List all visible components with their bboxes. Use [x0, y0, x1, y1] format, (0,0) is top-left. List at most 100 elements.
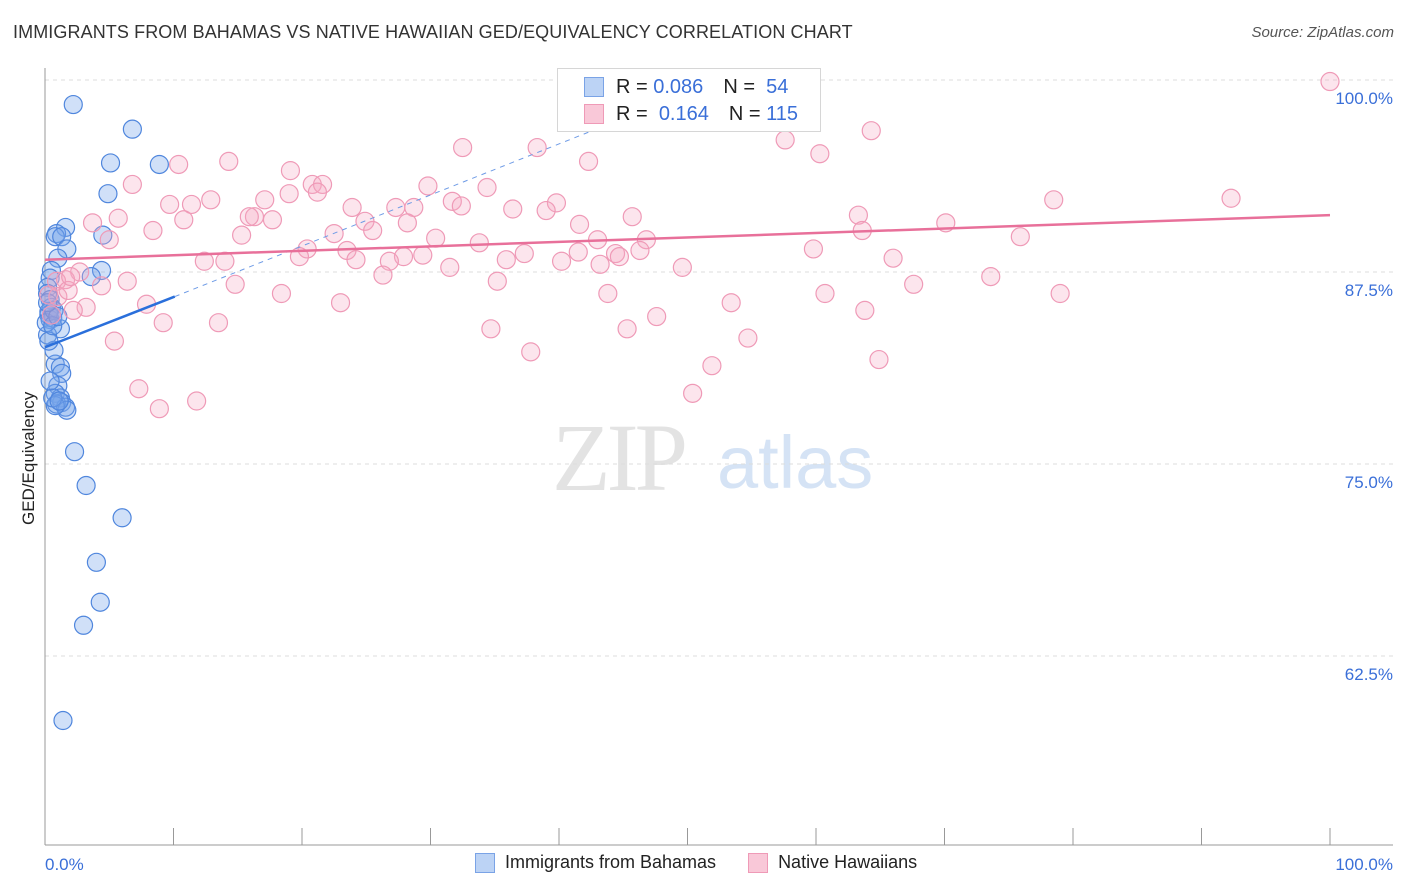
hawaiian-point [201, 190, 221, 210]
hawaiian-point [99, 230, 119, 250]
hawaiian-point [1010, 227, 1030, 247]
hawaiian-point [883, 248, 903, 268]
n-label: N = [723, 75, 755, 98]
hawaiian-point [239, 207, 259, 227]
hawaiian-point [568, 242, 588, 262]
hawaiian-point [181, 194, 202, 215]
hawaiian-point [169, 154, 189, 175]
hawaiian-point [738, 328, 758, 348]
hawaiian-point [297, 239, 317, 259]
hawaiian-point [208, 313, 229, 333]
hawaiian-point [342, 197, 362, 218]
chart-source: Source: ZipAtlas.com [1251, 24, 1394, 41]
bahamas-point [49, 391, 69, 411]
hawaiian-point [1221, 188, 1241, 208]
hawaiian-point [672, 257, 692, 277]
hawaiian-point [187, 391, 207, 411]
hawaiian-point [481, 319, 501, 339]
hawaiian-point [194, 251, 214, 271]
hawaiian-point [418, 176, 438, 196]
hawaiian-point [578, 151, 599, 172]
n-value: 115 [766, 102, 799, 125]
hawaiian-point [702, 356, 722, 376]
bahamas-point [98, 184, 118, 204]
bahamas-point [91, 260, 112, 281]
hawaiian-point [129, 379, 149, 399]
bahamas-point [53, 710, 73, 731]
hawaiian-point [503, 199, 523, 219]
hawaiian-point [453, 137, 473, 158]
y-tick-label: 87.5% [1345, 281, 1393, 300]
r-value: 0.164 [658, 102, 709, 125]
hawaiian-point [41, 305, 62, 325]
bahamas-point [122, 119, 142, 139]
y-tick-label: 62.5% [1345, 665, 1393, 684]
hawaiian-point [536, 200, 556, 221]
legend-swatch-blue [475, 852, 495, 873]
hawaiian-point [397, 213, 417, 233]
hawaiian-point [225, 274, 245, 294]
hawaiian-point [91, 276, 112, 296]
hawaiian-point [810, 144, 830, 164]
bahamas-point [37, 293, 58, 313]
hawaiian-point [117, 271, 137, 291]
x-tick-label: 0.0% [45, 855, 84, 874]
bahamas-point [100, 153, 121, 173]
hawaiian-point [174, 210, 194, 230]
hawaiian-point [622, 207, 642, 227]
y-axis-label: GED/Equivalency [19, 391, 38, 525]
hawaiian-point [451, 196, 471, 216]
hawaiian-point [569, 214, 590, 234]
hawaiian-point [373, 265, 393, 285]
hawaiian-point [981, 267, 1001, 287]
watermark-zip: ZIP [552, 404, 688, 511]
hawaiian-point [108, 208, 128, 228]
hawaiian-point [590, 254, 610, 274]
x-tick-label: 100.0% [1335, 855, 1393, 874]
watermark-atlas: atlas [717, 421, 874, 504]
hawaiian-point [39, 285, 59, 305]
hawaiian-point [104, 331, 124, 351]
hawaiian-point [815, 283, 835, 304]
bahamas-point [45, 227, 65, 247]
y-tick-label: 100.0% [1335, 89, 1393, 108]
hawaiian-point [143, 220, 163, 241]
hawaiian-point [848, 205, 869, 225]
hawaiian-point [426, 228, 446, 248]
hawaiian-point [61, 267, 81, 287]
hawaiian-point [477, 177, 497, 198]
hawaiian-point [683, 383, 703, 403]
hawaiian-point [232, 225, 252, 245]
hawaiian-point [803, 239, 824, 259]
hawaiian-point [546, 193, 567, 213]
hawaiian-point [122, 174, 142, 195]
hawaiian-point [861, 121, 881, 141]
hawaiian-point [386, 197, 406, 218]
hawaiian-point [469, 233, 489, 253]
hawaiian-point [551, 251, 572, 271]
bahamas-point [76, 475, 96, 496]
bahamas-point [73, 615, 94, 635]
legend-swatch-pink [748, 852, 769, 873]
hawaiian-point [521, 342, 541, 362]
bahamas-point [40, 371, 60, 391]
bahamas-point [149, 154, 169, 175]
hawaiian-point [440, 257, 460, 277]
hawaiian-point [721, 293, 741, 313]
hawaiian-point [346, 250, 366, 270]
legend-label-hawaiians: Native Hawaiians [778, 852, 918, 872]
bahamas-point [63, 94, 83, 115]
r-label: R = [616, 102, 648, 125]
r-label: R = [616, 75, 648, 98]
hawaiian-point [514, 243, 534, 264]
bahamas-point [50, 357, 71, 377]
chart-title: IMMIGRANTS FROM BAHAMAS VS NATIVE HAWAII… [13, 22, 853, 42]
bahamas-point [52, 227, 72, 247]
legend-row-bahamas: R = 0.086 N = 54 [584, 75, 788, 99]
bahamas-trendline [44, 295, 176, 349]
n-label: N = [728, 102, 761, 125]
bahamas-point [64, 442, 85, 462]
hawaiian-point [255, 190, 275, 210]
